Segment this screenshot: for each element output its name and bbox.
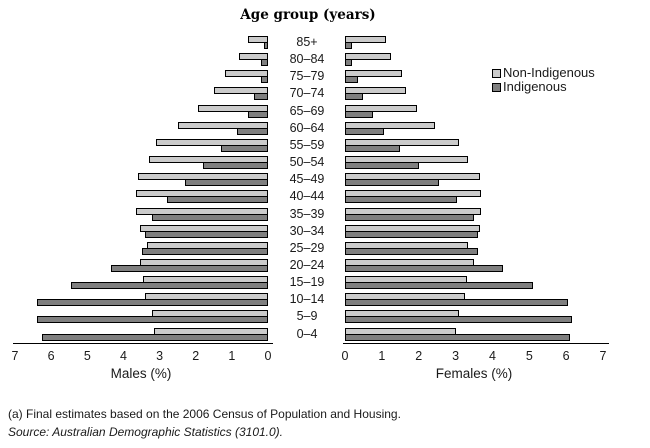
male-axis-label: Males (%) xyxy=(110,366,172,381)
age-group-label: 80–84 xyxy=(289,52,325,67)
bar-male-non-indigenous xyxy=(178,121,268,129)
bar-female-indigenous xyxy=(345,59,352,67)
bar-female-indigenous xyxy=(345,230,478,238)
axis-tick-label: 3 xyxy=(156,349,164,363)
age-group-label: 20–24 xyxy=(289,257,325,272)
bar-female-non-indigenous xyxy=(345,36,386,43)
bar-female-non-indigenous xyxy=(345,70,402,78)
bar-female-indigenous xyxy=(345,196,457,204)
bar-male-indigenous xyxy=(203,162,268,170)
bar-male-non-indigenous xyxy=(239,53,268,61)
axis-tick-label: 2 xyxy=(192,349,200,363)
age-group-label: 35–39 xyxy=(289,206,325,221)
bar-female-indigenous xyxy=(345,316,572,324)
non-indigenous-swatch-icon xyxy=(492,68,501,78)
bar-male-non-indigenous xyxy=(156,138,268,146)
female-axis-label: Females (%) xyxy=(435,366,513,381)
bar-female-indigenous xyxy=(345,247,478,255)
bar-female-indigenous xyxy=(345,42,352,49)
male-axis-line xyxy=(13,343,273,344)
age-group-label: 30–34 xyxy=(289,223,325,238)
bar-female-indigenous xyxy=(345,213,474,221)
bar-female-indigenous xyxy=(345,110,373,118)
bar-male-indigenous xyxy=(111,264,268,272)
bar-male-indigenous xyxy=(37,299,268,307)
female-axis-line xyxy=(343,343,609,344)
footnote-text: (a) Final estimates based on the 2006 Ce… xyxy=(8,407,401,421)
bar-male-indigenous xyxy=(237,127,268,135)
age-group-label: 10–14 xyxy=(289,292,325,307)
axis-tick-label: 5 xyxy=(83,349,91,363)
age-group-label: 40–44 xyxy=(289,189,325,204)
axis-tick-label: 5 xyxy=(525,349,533,363)
bar-male-indigenous xyxy=(185,179,268,187)
legend-item-indigenous: Indigenous xyxy=(492,80,595,94)
age-group-label: 55–59 xyxy=(289,137,325,152)
bar-female-indigenous xyxy=(345,93,363,101)
age-group-label: 25–29 xyxy=(289,240,325,255)
age-group-label: 85+ xyxy=(296,35,318,49)
source-text: Source: Australian Demographic Statistic… xyxy=(8,425,284,439)
bar-male-indigenous xyxy=(221,144,268,152)
legend-item-non-indigenous: Non-Indigenous xyxy=(492,66,595,80)
axis-tick-label: 6 xyxy=(47,349,55,363)
bar-male-indigenous xyxy=(71,282,268,290)
indigenous-swatch-icon xyxy=(492,82,501,92)
bar-male-indigenous xyxy=(261,76,268,84)
age-group-label: 5–9 xyxy=(296,309,318,324)
age-group-label: 15–19 xyxy=(289,275,325,290)
axis-tick-label: 1 xyxy=(228,349,236,363)
age-group-label: 75–79 xyxy=(289,69,325,84)
bar-male-indigenous xyxy=(152,213,268,221)
bar-male-indigenous xyxy=(261,59,268,67)
bar-male-non-indigenous xyxy=(248,36,268,43)
bar-male-non-indigenous xyxy=(214,87,268,95)
axis-tick-label: 4 xyxy=(119,349,127,363)
bar-female-indigenous xyxy=(345,127,384,135)
axis-tick-label: 0 xyxy=(264,349,272,363)
bar-male-indigenous xyxy=(254,93,268,101)
axis-tick-label: 3 xyxy=(452,349,460,363)
axis-tick-label: 0 xyxy=(341,349,349,363)
bar-female-indigenous xyxy=(345,162,419,170)
legend: Non-Indigenous Indigenous xyxy=(492,66,595,94)
axis-tick-label: 7 xyxy=(11,349,19,363)
bar-male-indigenous xyxy=(264,42,268,49)
bar-male-indigenous xyxy=(142,247,268,255)
bar-male-indigenous xyxy=(42,333,268,341)
bar-male-indigenous xyxy=(145,230,268,238)
bar-female-indigenous xyxy=(345,76,358,84)
age-group-label: 70–74 xyxy=(289,86,325,101)
bar-female-non-indigenous xyxy=(345,87,406,95)
bar-male-indigenous xyxy=(248,110,268,118)
bar-female-indigenous xyxy=(345,264,503,272)
bar-female-non-indigenous xyxy=(345,53,391,61)
bar-female-non-indigenous xyxy=(345,104,417,112)
bar-female-indigenous xyxy=(345,333,570,341)
bar-female-non-indigenous xyxy=(345,121,435,129)
age-group-label: 50–54 xyxy=(289,155,325,170)
bar-female-non-indigenous xyxy=(345,138,459,146)
age-group-label: 45–49 xyxy=(289,172,325,187)
bar-male-non-indigenous xyxy=(198,104,268,112)
legend-label-non-indigenous: Non-Indigenous xyxy=(503,65,595,80)
bar-female-indigenous xyxy=(345,144,400,152)
bar-male-indigenous xyxy=(37,316,268,324)
axis-tick-label: 4 xyxy=(488,349,496,363)
bar-female-indigenous xyxy=(345,179,439,187)
axis-tick-label: 2 xyxy=(415,349,423,363)
bar-male-indigenous xyxy=(167,196,268,204)
chart-title: Age group (years) xyxy=(240,7,376,23)
legend-label-indigenous: Indigenous xyxy=(503,79,567,94)
bar-male-non-indigenous xyxy=(225,70,268,78)
axis-tick-label: 1 xyxy=(378,349,386,363)
bar-female-indigenous xyxy=(345,299,568,307)
age-group-label: 65–69 xyxy=(289,103,325,118)
bar-female-indigenous xyxy=(345,282,533,290)
axis-tick-label: 6 xyxy=(562,349,570,363)
axis-tick-label: 7 xyxy=(599,349,607,363)
age-group-label: 0–4 xyxy=(296,326,318,341)
age-group-label: 60–64 xyxy=(289,120,325,135)
